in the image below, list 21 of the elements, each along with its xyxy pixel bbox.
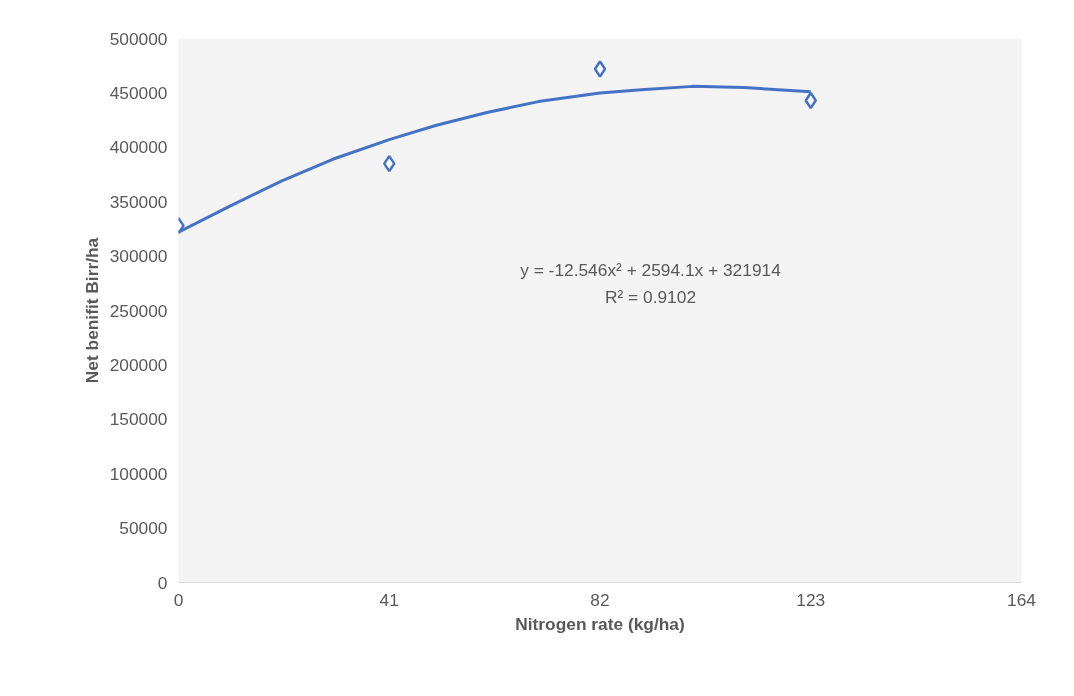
y-tick-label: 450000 bbox=[109, 82, 168, 103]
x-axis-title: Nitrogen rate (kg/ha) bbox=[515, 613, 685, 634]
annotation: R² = 0.9102 bbox=[604, 286, 697, 307]
y-tick-label: 350000 bbox=[109, 191, 168, 212]
x-tick-label: 164 bbox=[1007, 589, 1037, 610]
x-tick-label: 41 bbox=[379, 589, 399, 610]
y-tick-label: 500000 bbox=[109, 28, 168, 49]
y-tick-label: 200000 bbox=[109, 354, 168, 375]
y-tick-label: 150000 bbox=[109, 409, 168, 430]
annotation: y = -12.546x² + 2594.1x + 321914 bbox=[520, 259, 782, 280]
x-tick-label: 123 bbox=[796, 589, 826, 610]
point bbox=[593, 60, 607, 78]
y-tick-label: 0 bbox=[157, 572, 168, 593]
y-tick-label: 300000 bbox=[109, 246, 168, 267]
y-tick-label: 400000 bbox=[109, 137, 168, 158]
y-tick-label: 100000 bbox=[109, 463, 168, 484]
y-axis-title: Net benifit Birr/ha bbox=[81, 237, 102, 384]
y-tick-label: 50000 bbox=[119, 518, 168, 539]
x-tick-label: 82 bbox=[590, 589, 610, 610]
y-tick-label: 250000 bbox=[109, 300, 168, 321]
x-tick-label: 0 bbox=[173, 589, 184, 610]
